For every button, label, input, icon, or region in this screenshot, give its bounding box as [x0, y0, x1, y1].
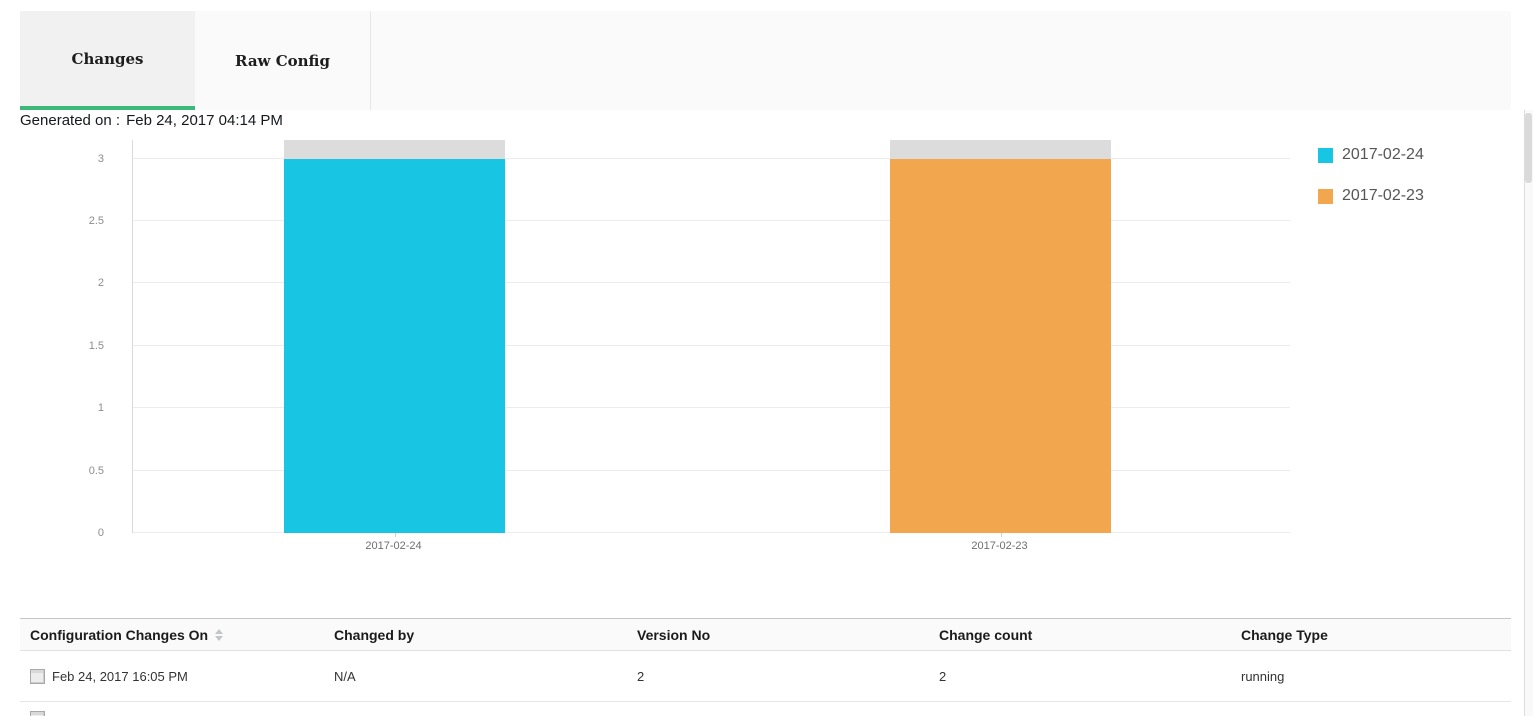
chart-legend: 2017-02-24 2017-02-23	[1318, 146, 1424, 228]
table-row[interactable]: Feb 24, 2017 16:05 PM N/A 2 2 running	[20, 651, 1511, 702]
column-header-changed-by[interactable]: Changed by	[324, 627, 627, 643]
column-header-label: Changed by	[334, 626, 415, 643]
gridline	[133, 220, 1290, 222]
y-axis-tick-label: 1.5	[88, 339, 104, 352]
legend-swatch	[1318, 188, 1333, 204]
table-cell: N/A	[334, 668, 356, 684]
y-axis-tick-label: 1	[97, 402, 104, 415]
config-version-icon[interactable]	[30, 711, 45, 716]
y-axis-labels: 0 0.5 1 1.5 2 2.5 3	[0, 140, 104, 539]
table-header-row: Configuration Changes On Changed by Versio…	[20, 618, 1511, 651]
gridline	[133, 407, 1290, 409]
x-axis-category-label: 2017-02-23	[971, 540, 1028, 552]
gridline	[133, 532, 1290, 533]
y-axis-tick-label: 2	[97, 277, 104, 290]
config-version-icon[interactable]	[30, 668, 45, 684]
table-cell	[20, 711, 324, 716]
vertical-scrollbar[interactable]	[1524, 110, 1533, 716]
table-row[interactable]	[20, 702, 1511, 716]
tab-raw-config[interactable]: Raw Config	[195, 11, 371, 110]
legend-label: 2017-02-24	[1342, 146, 1424, 163]
bar-cap	[284, 140, 505, 159]
gridline	[133, 469, 1290, 471]
changes-table: Configuration Changes On Changed by Versio…	[20, 618, 1511, 716]
generated-on-label: Generated on :	[20, 112, 121, 129]
legend-swatch	[1318, 147, 1333, 163]
gridline	[133, 344, 1290, 346]
table-cell: 2	[939, 668, 947, 684]
table-cell: running	[1241, 668, 1285, 684]
table-cell: 2	[637, 668, 645, 684]
bar-fill	[890, 158, 1111, 533]
config-changed-on-value: Feb 24, 2017 16:05 PM	[52, 668, 188, 684]
tab-changes-label: Changes	[71, 49, 144, 68]
tab-bar: Changes Raw Config	[20, 11, 1511, 110]
x-axis-tick	[394, 533, 396, 537]
x-axis-tick	[1000, 533, 1002, 537]
y-axis-tick-label: 2.5	[88, 215, 104, 228]
bar-2017-02-23[interactable]	[890, 140, 1111, 533]
column-header-change-type[interactable]: Change Type	[1231, 627, 1511, 643]
gridline	[133, 282, 1290, 284]
column-header-label: Version No	[637, 626, 711, 643]
legend-item-2017-02-23[interactable]: 2017-02-23	[1318, 187, 1424, 205]
sort-arrows-icon[interactable]	[215, 628, 224, 641]
column-header-version-no[interactable]: Version No	[627, 627, 929, 643]
y-axis-tick-label: 0.5	[88, 464, 104, 477]
bar-2017-02-24[interactable]	[284, 140, 505, 533]
generated-on-value: Feb 24, 2017 04:14 PM	[126, 112, 283, 129]
tab-changes[interactable]: Changes	[20, 11, 195, 110]
column-header-label: Configuration Changes On	[30, 626, 209, 643]
y-axis-tick-label: 0	[97, 527, 104, 539]
column-header-change-count[interactable]: Change count	[929, 627, 1231, 643]
generated-on-line: Generated on : Feb 24, 2017 04:14 PM	[20, 112, 283, 129]
x-axis-labels: 2017-02-24 2017-02-23	[132, 540, 1289, 556]
bar-cap	[890, 140, 1111, 159]
column-header-label: Change Type	[1241, 626, 1328, 643]
y-axis-tick-label: 3	[97, 152, 104, 165]
legend-item-2017-02-24[interactable]: 2017-02-24	[1318, 146, 1424, 164]
x-axis-category-label: 2017-02-24	[365, 540, 422, 552]
chart-plot-area	[132, 140, 1290, 537]
table-body: Feb 24, 2017 16:05 PM N/A 2 2 running	[20, 651, 1511, 716]
legend-label: 2017-02-23	[1342, 187, 1424, 204]
scrollbar-thumb[interactable]	[1525, 113, 1532, 183]
column-header-label: Change count	[939, 626, 1033, 643]
gridline	[133, 157, 1290, 159]
bar-fill	[284, 158, 505, 533]
column-header-configuration-changes-on[interactable]: Configuration Changes On	[20, 627, 324, 643]
table-cell: Feb 24, 2017 16:05 PM	[20, 668, 324, 684]
tab-raw-config-label: Raw Config	[235, 51, 330, 70]
